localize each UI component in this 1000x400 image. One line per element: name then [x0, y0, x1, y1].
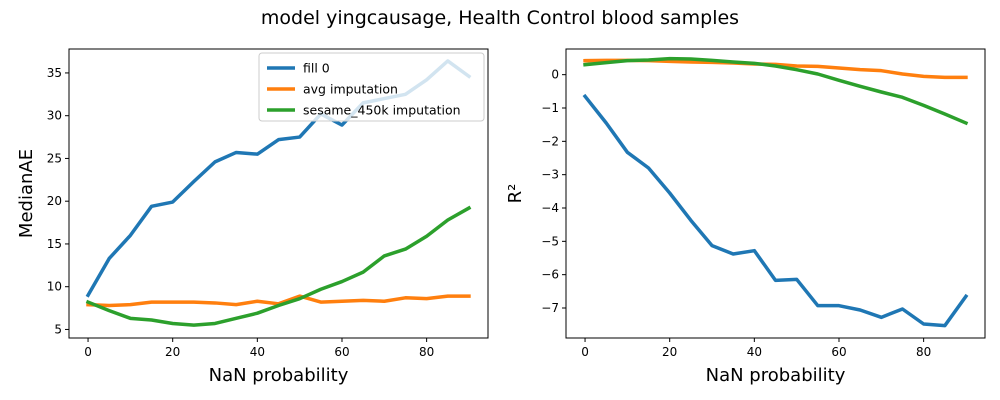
x-tick-label: 40 — [747, 345, 762, 359]
y-tick-label: 5 — [54, 322, 62, 336]
axes-frame — [68, 48, 489, 339]
figure-title: model yingcausage, Health Control blood … — [261, 7, 739, 29]
y-tick-label: −7 — [541, 301, 559, 315]
y-tick-label: 35 — [47, 66, 62, 80]
y-tick-label: 10 — [47, 280, 62, 294]
y-tick-label: −1 — [541, 101, 559, 115]
y-tick-label: −6 — [541, 268, 559, 282]
series-line-2 — [583, 56, 969, 126]
y-tick-label: 20 — [47, 194, 62, 208]
axes-frame — [565, 48, 986, 339]
y-axis-label: R² — [505, 184, 526, 204]
x-tick-label: 80 — [419, 345, 434, 359]
left-chart-medianae: 0 20 40 60 80 5 10 15 20 25 30 35 NaN probability Med… — [16, 48, 489, 386]
legend-label: sesame_450k imputation — [303, 103, 461, 118]
right-chart-r2: 0 20 40 60 80 0 −1 −2 −3 −4 −5 −6 −7 NaN probability R… — [505, 48, 986, 386]
y-tick-label: 30 — [47, 109, 62, 123]
series-line-2 — [85, 205, 472, 327]
y-tick-label: −5 — [541, 234, 559, 248]
y-tick-label: −3 — [541, 168, 559, 182]
legend-label: avg imputation — [303, 82, 398, 97]
x-tick-label: 0 — [581, 345, 589, 359]
x-tick-label: 60 — [334, 345, 349, 359]
y-axis-label: MedianAE — [16, 149, 37, 238]
y-tick-label: 0 — [551, 68, 559, 82]
legend-label: fill 0 — [303, 61, 330, 76]
x-tick-label: 80 — [916, 345, 931, 359]
series-line-0 — [582, 93, 969, 328]
x-tick-label: 60 — [831, 345, 846, 359]
y-tick-label: −4 — [541, 201, 559, 215]
x-tick-label: 20 — [662, 345, 677, 359]
y-tick-label: 25 — [47, 151, 62, 165]
y-tick-label: −2 — [541, 134, 559, 148]
legend-box — [258, 52, 485, 122]
x-axis-label: NaN probability — [209, 365, 349, 386]
x-tick-label: 40 — [250, 345, 265, 359]
y-tick-label: 15 — [47, 237, 62, 251]
x-tick-label: 20 — [165, 345, 180, 359]
x-axis-label: NaN probability — [706, 365, 846, 386]
x-tick-label: 0 — [84, 345, 92, 359]
